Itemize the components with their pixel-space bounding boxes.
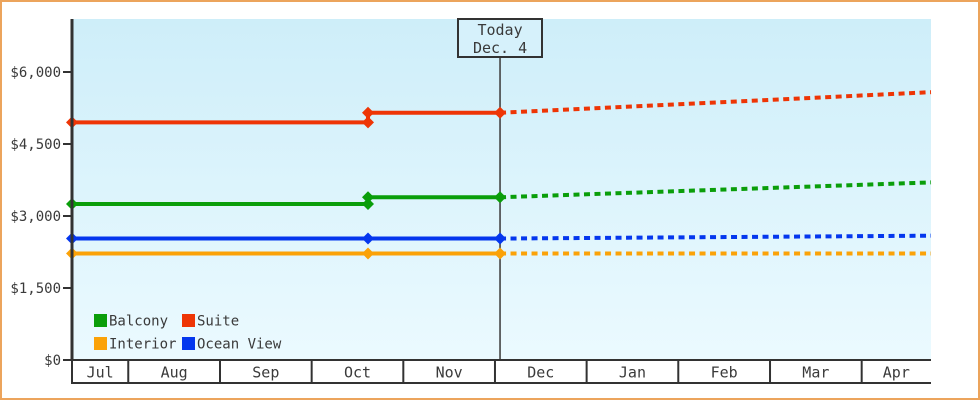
y-axis-label: $6,000 bbox=[10, 65, 61, 81]
x-axis-label-sep: Sep bbox=[252, 364, 279, 382]
x-axis-label-oct: Oct bbox=[344, 364, 371, 382]
legend-swatch-suite bbox=[182, 314, 195, 327]
x-axis-label-aug: Aug bbox=[161, 364, 188, 382]
series-projection-balcony bbox=[499, 180, 932, 200]
y-axis-label: $0 bbox=[44, 353, 61, 369]
data-point-marker bbox=[494, 247, 507, 260]
today-annotation: Today Dec. 4 bbox=[457, 18, 544, 58]
legend-swatch-ocean-view bbox=[182, 337, 195, 350]
series-projection-ocean-view bbox=[500, 233, 932, 241]
x-axis-label-apr: Apr bbox=[883, 364, 910, 382]
y-axis-label: $1,500 bbox=[10, 281, 61, 297]
legend-label-balcony: Balcony bbox=[109, 314, 168, 330]
legend-swatch-balcony bbox=[94, 314, 107, 327]
legend-label-ocean-view: Ocean View bbox=[197, 337, 282, 353]
data-point-marker bbox=[494, 106, 507, 119]
data-point-marker bbox=[362, 191, 375, 204]
today-date: Dec. 4 bbox=[472, 39, 528, 57]
x-axis-label-mar: Mar bbox=[802, 364, 829, 382]
data-point-marker bbox=[362, 106, 375, 119]
data-point-marker bbox=[362, 198, 375, 210]
x-axis-label-dec: Dec bbox=[527, 364, 554, 382]
plot-area bbox=[73, 19, 931, 360]
today-label: Today bbox=[477, 21, 523, 39]
data-point-marker bbox=[362, 232, 375, 245]
x-axis-label-jul: Jul bbox=[87, 364, 114, 382]
y-axis-label: $3,000 bbox=[10, 209, 61, 225]
x-axis-label-jan: Jan bbox=[619, 364, 646, 382]
series-projection-suite bbox=[499, 90, 932, 115]
data-point-marker bbox=[362, 247, 375, 260]
x-axis-label-feb: Feb bbox=[711, 364, 738, 382]
data-point-marker bbox=[494, 191, 507, 204]
data-point-marker bbox=[362, 116, 375, 129]
legend-swatch-interior bbox=[94, 337, 107, 350]
legend-label-interior: Interior bbox=[109, 337, 176, 353]
x-axis-label-nov: Nov bbox=[436, 364, 463, 382]
legend-label-suite: Suite bbox=[197, 314, 239, 330]
data-point-marker bbox=[494, 232, 507, 245]
y-axis-label: $4,500 bbox=[10, 137, 61, 153]
